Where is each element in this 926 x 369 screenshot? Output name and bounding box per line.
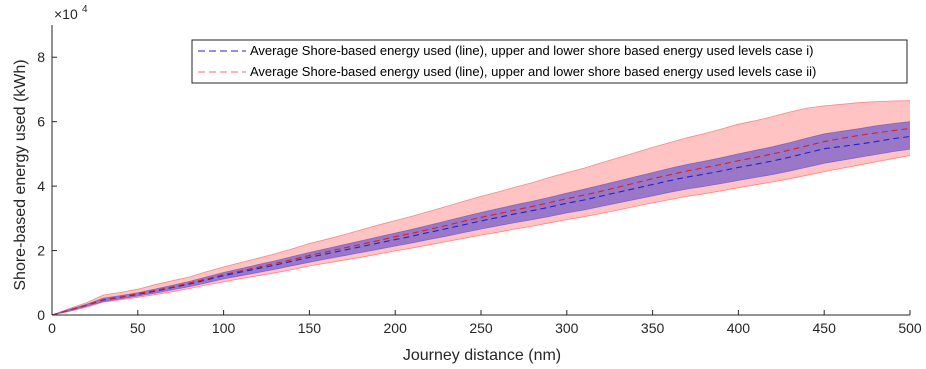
x-tick-label-400: 400 (727, 320, 751, 336)
band-case-ii (52, 100, 910, 315)
lower-bound-case-ii (51, 155, 911, 316)
x-tick-label-450: 450 (813, 320, 837, 336)
y-axis-label: Shore-based energy used (kWh) (12, 59, 29, 290)
exponent-base: ×10 (54, 6, 78, 22)
upper-bound-case-i (51, 121, 911, 316)
x-tick-label-50: 50 (130, 320, 146, 336)
x-tick-label-100: 100 (212, 320, 236, 336)
legend: Average Shore-based energy used (line), … (191, 39, 908, 84)
legend-label-case-ii: Average Shore-based energy used (line), … (250, 64, 816, 79)
x-tick-label-250: 250 (469, 320, 493, 336)
y-tick-label-3: 6 (37, 114, 45, 130)
y-tick-label-2: 4 (37, 178, 45, 194)
x-tick-label-300: 300 (555, 320, 579, 336)
legend-box (191, 39, 908, 84)
y-tick-label-4: 8 (37, 49, 45, 65)
x-tick-label-150: 150 (298, 320, 322, 336)
mean-line-case-ii (51, 127, 911, 316)
x-tick-label-350: 350 (641, 320, 665, 336)
x-tick-label-200: 200 (384, 320, 408, 336)
x-tick-label-0: 0 (48, 320, 56, 336)
lower-bound-case-i (51, 148, 911, 316)
x-tick-label-500: 500 (898, 320, 922, 336)
y-axis-exponent: ×10 4 (54, 4, 88, 22)
y-tick-label-1: 2 (37, 243, 45, 259)
legend-label-case-i: Average Shore-based energy used (line), … (250, 43, 813, 58)
upper-bound-case-ii (51, 100, 911, 316)
exponent-power: 4 (82, 4, 88, 15)
mean-line-case-i (51, 135, 911, 316)
axes: 0 50 100 150 200 250 300 350 400 450 500 0 2 4 6 8 (37, 25, 922, 336)
x-axis-label: Journey distance (nm) (403, 347, 561, 364)
y-tick-label-0: 0 (37, 307, 45, 323)
plot-area (51, 100, 911, 316)
